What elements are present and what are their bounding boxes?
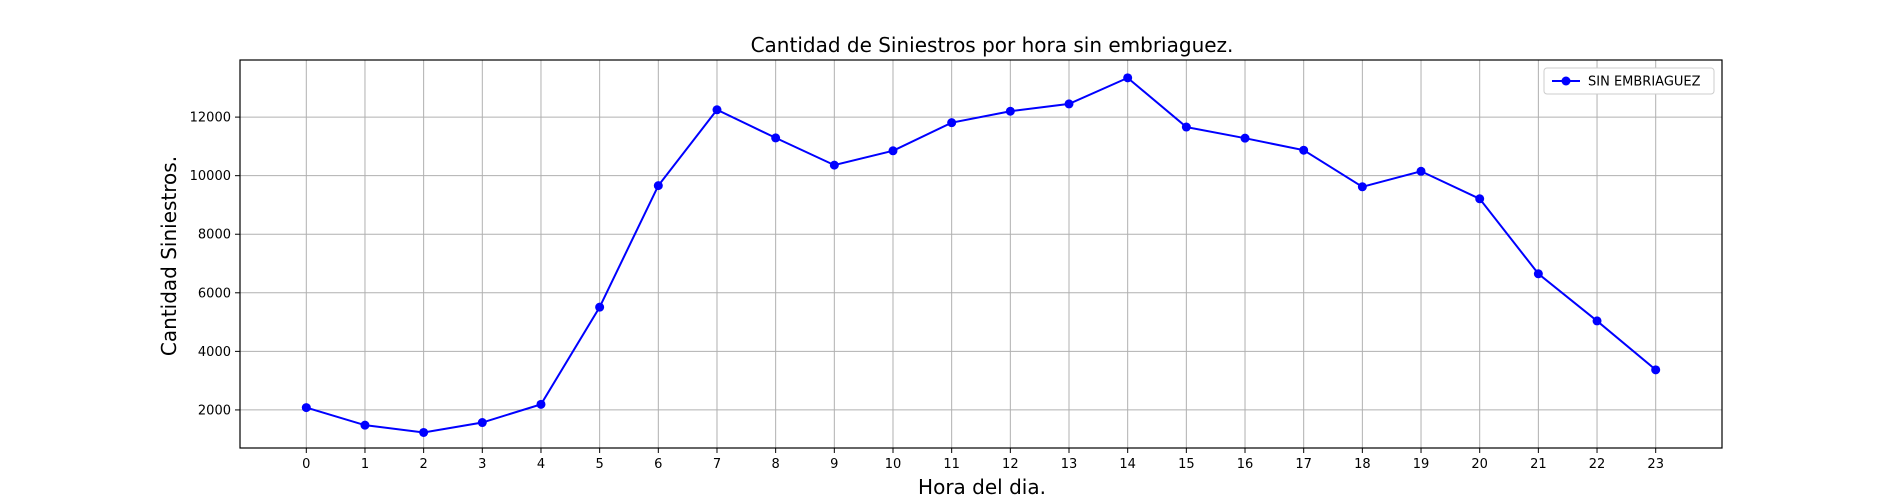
data-point	[1005, 106, 1015, 116]
series-line	[306, 76, 1657, 434]
x-tick-label: 20	[1471, 457, 1488, 472]
data-point	[477, 418, 487, 428]
x-tick-label: 4	[537, 457, 545, 472]
data-point	[1064, 99, 1074, 109]
data-point	[1592, 316, 1602, 326]
y-tick-label: 12000	[190, 111, 231, 126]
x-tick-label: 19	[1413, 457, 1430, 472]
plot-frame	[239, 59, 1723, 449]
data-point	[301, 403, 311, 413]
data-point	[1299, 145, 1309, 155]
data-point	[360, 420, 370, 430]
data-point	[1416, 166, 1426, 176]
y-tick-label: 8000	[198, 228, 231, 243]
x-tick-label: 1	[361, 457, 369, 472]
y-tick-label: 2000	[198, 403, 231, 418]
data-point	[1475, 194, 1485, 204]
x-tick-label: 5	[596, 457, 604, 472]
series-layer	[301, 73, 1661, 437]
x-tick-label: 13	[1061, 457, 1078, 472]
x-axis-label: Hora del dia.	[918, 475, 1046, 499]
x-tick-label: 0	[302, 457, 310, 472]
axis-ticks: 0 1 2 3 4 5 6 7 8 9 10 11 12 13 14 15 16 17 18 19 20 21 22 2320…	[190, 111, 1664, 472]
data-point	[829, 160, 839, 170]
data-point	[1240, 133, 1250, 143]
x-tick-label: 6	[654, 457, 662, 472]
data-point	[947, 118, 957, 128]
x-tick-label: 22	[1589, 457, 1606, 472]
data-point	[419, 427, 429, 437]
chart-title: Cantidad de Siniestros por hora sin embr…	[751, 33, 1234, 57]
data-point	[1123, 73, 1133, 83]
data-point	[1357, 182, 1367, 192]
y-tick-label: 4000	[198, 345, 231, 360]
x-tick-label: 7	[713, 457, 721, 472]
data-point	[1651, 365, 1661, 375]
data-point	[536, 399, 546, 409]
legend-label: SIN EMBRIAGUEZ	[1588, 75, 1701, 90]
x-tick-label: 18	[1354, 457, 1371, 472]
data-point	[653, 181, 663, 191]
x-tick-label: 10	[885, 457, 902, 472]
data-point	[1181, 122, 1191, 132]
data-point	[712, 105, 722, 115]
x-tick-label: 23	[1647, 457, 1664, 472]
x-tick-label: 11	[943, 457, 960, 472]
y-tick-label: 6000	[198, 286, 231, 301]
grid	[240, 60, 1722, 448]
x-tick-label: 3	[478, 457, 486, 472]
x-tick-label: 9	[830, 457, 838, 472]
x-tick-label: 14	[1119, 457, 1136, 472]
x-tick-label: 21	[1530, 457, 1547, 472]
y-axis-label: Cantidad Siniestros.	[157, 156, 181, 356]
data-point	[888, 146, 898, 156]
y-tick-label: 10000	[190, 169, 231, 184]
legend-box	[1543, 67, 1715, 95]
x-tick-label: 12	[1002, 457, 1019, 472]
data-point	[595, 302, 605, 312]
x-tick-label: 16	[1237, 457, 1254, 472]
x-tick-label: 8	[772, 457, 780, 472]
x-tick-label: 2	[419, 457, 427, 472]
legend-marker-icon	[1561, 76, 1571, 86]
x-tick-label: 17	[1295, 457, 1312, 472]
legend: SIN EMBRIAGUEZ	[1543, 67, 1715, 95]
data-point	[1533, 269, 1543, 279]
x-tick-label: 15	[1178, 457, 1195, 472]
data-point	[771, 133, 781, 143]
